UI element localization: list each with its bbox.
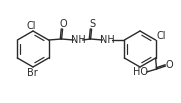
Text: Cl: Cl <box>26 20 36 30</box>
Text: NH: NH <box>100 35 114 44</box>
Text: Br: Br <box>27 67 37 77</box>
Text: O: O <box>60 19 67 29</box>
Text: HO: HO <box>133 67 148 77</box>
Text: Cl: Cl <box>157 31 166 41</box>
Text: S: S <box>90 19 96 29</box>
Text: O: O <box>166 60 173 70</box>
Text: NH: NH <box>71 35 85 44</box>
